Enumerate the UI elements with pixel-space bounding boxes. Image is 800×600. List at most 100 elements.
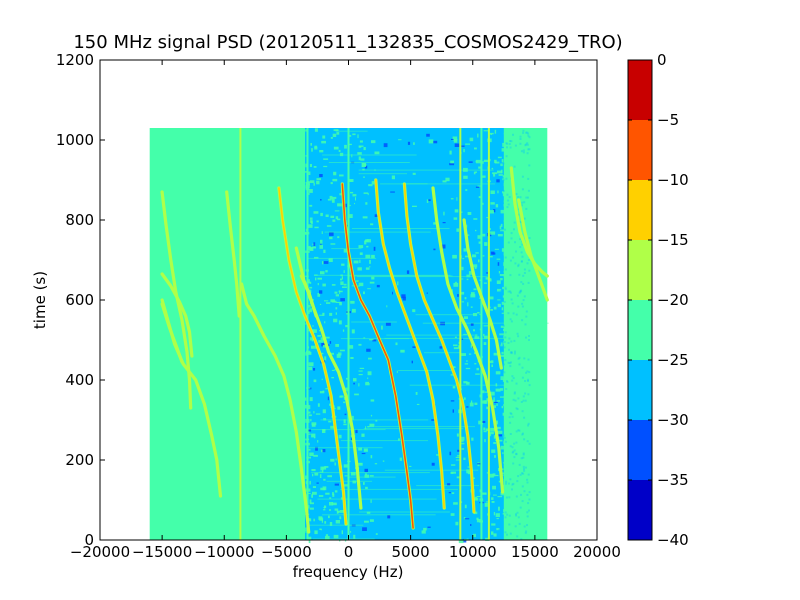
trace-3 bbox=[161, 303, 183, 363]
colorbar-ticks: 0 −5 −10 −15 −20 −25 −30 −35 −40 bbox=[628, 51, 689, 549]
noise-fade-cell bbox=[509, 274, 512, 277]
noise-fade-cell bbox=[522, 274, 525, 277]
noise-fade-cell bbox=[515, 430, 518, 433]
noise-speckle-cell bbox=[477, 185, 482, 187]
noise-speckle-cell bbox=[315, 277, 317, 281]
noise-speckle-cell bbox=[363, 192, 369, 194]
noise-speckle-cell bbox=[330, 458, 335, 462]
noise-speckle-cell bbox=[352, 480, 357, 484]
noise-fade-cell bbox=[520, 150, 523, 153]
noise-speckle-cell bbox=[494, 129, 497, 134]
noise-fade-cell bbox=[503, 300, 506, 303]
noise-speckle-cell bbox=[463, 148, 465, 153]
noise-speckle-cell bbox=[456, 476, 461, 479]
noise-speckle-cell bbox=[503, 270, 509, 273]
noise-fade-cell bbox=[521, 319, 524, 322]
noise-fade-cell bbox=[509, 445, 512, 448]
noise-fade-cell bbox=[523, 272, 526, 274]
noise-speckle-cell bbox=[416, 403, 420, 405]
noise-fade-cell bbox=[519, 506, 522, 509]
noise-fade-cell bbox=[517, 429, 520, 432]
noise-speckle-cell bbox=[492, 399, 495, 404]
noise-fade-cell bbox=[500, 372, 503, 375]
noise-speckle-cell bbox=[334, 210, 340, 212]
noise-fade-cell bbox=[511, 302, 514, 305]
noise-speckle-cell bbox=[309, 337, 314, 341]
noise-speckle-cell bbox=[312, 486, 316, 488]
noise-speckle-cell bbox=[453, 282, 459, 287]
noise-fade-cell bbox=[525, 310, 528, 313]
noise-speckle-cell bbox=[307, 433, 311, 435]
trace-0 bbox=[161, 191, 192, 409]
noise-streak bbox=[313, 274, 451, 276]
noise-fade-cell bbox=[501, 323, 504, 326]
noise-fade-cell bbox=[518, 522, 521, 525]
noise-speckle-cell bbox=[307, 493, 311, 494]
noise-speckle-cell bbox=[480, 233, 486, 237]
noise-speckle-cell bbox=[332, 502, 337, 506]
noise-fade-cell bbox=[522, 131, 525, 134]
noise-fade-cell bbox=[511, 451, 514, 454]
noise-speckle-cell bbox=[471, 292, 475, 296]
noise-fade-cell bbox=[509, 291, 512, 294]
noise-fade-cell bbox=[528, 148, 531, 151]
noise-fade-cell bbox=[505, 155, 508, 158]
noise-fade-cell bbox=[525, 143, 528, 146]
noise-speckle-cell bbox=[308, 189, 313, 193]
noise-speckle-cell bbox=[489, 210, 494, 214]
noise-fade-cell bbox=[514, 144, 517, 147]
noise-speckle-cell bbox=[351, 329, 355, 334]
noise-speckle-cell bbox=[370, 223, 374, 226]
noise-fade-cell bbox=[507, 482, 510, 485]
noise-speckle-cell bbox=[322, 345, 327, 348]
noise-speckle-cell bbox=[407, 141, 411, 145]
noise-speckle-cell bbox=[503, 311, 507, 314]
noise-speckle-cell bbox=[319, 391, 325, 394]
noise-speckle-cell bbox=[503, 133, 506, 135]
colorbar-segment-4 bbox=[628, 240, 652, 300]
noise-fade-cell bbox=[511, 415, 514, 418]
noise-fade-cell bbox=[510, 237, 513, 240]
noise-speckle-cell bbox=[427, 526, 431, 528]
noise-speckle-cell bbox=[483, 427, 486, 431]
noise-speckle-cell bbox=[382, 460, 385, 462]
noise-fade-cell bbox=[526, 152, 529, 155]
noise-speckle-cell bbox=[485, 428, 490, 431]
noise-fade-cell bbox=[517, 475, 520, 478]
noise-fade-cell bbox=[526, 143, 529, 146]
noise-speckle-cell bbox=[362, 163, 364, 167]
noise-speckle-cell bbox=[309, 164, 312, 167]
noise-speckle-cell bbox=[330, 137, 333, 139]
noise-speckle-cell bbox=[373, 246, 376, 251]
noise-fade-cell bbox=[515, 250, 517, 253]
noise-speckle-cell bbox=[503, 478, 505, 481]
noise-speckle-cell bbox=[497, 156, 502, 159]
noise-speckle-cell bbox=[493, 494, 497, 496]
noise-fade-cell bbox=[517, 305, 520, 308]
noise-speckle-cell bbox=[306, 429, 312, 432]
noise-streak bbox=[384, 469, 479, 471]
noise-speckle-cell bbox=[322, 409, 326, 414]
noise-fade-cell bbox=[504, 288, 507, 291]
noise-speckle-cell bbox=[358, 245, 364, 249]
noise-speckle-cell bbox=[383, 143, 388, 148]
noise-speckle-cell bbox=[330, 425, 334, 429]
noise-fade-cell bbox=[523, 357, 526, 360]
noise-speckle-cell bbox=[461, 266, 464, 271]
noise-fade-cell bbox=[515, 193, 518, 196]
noise-fade-cell bbox=[516, 511, 519, 514]
noise-speckle-cell bbox=[467, 212, 472, 215]
noise-fade-cell bbox=[515, 452, 518, 455]
noise-fade-cell bbox=[512, 450, 515, 453]
colorbar-segment-3 bbox=[628, 300, 652, 360]
noise-fade-cell bbox=[517, 397, 520, 400]
noise-speckle-cell bbox=[336, 132, 340, 135]
noise-speckle-cell bbox=[325, 536, 330, 540]
noise-speckle-cell bbox=[466, 360, 468, 362]
noise-speckle-cell bbox=[317, 293, 321, 297]
noise-speckle-cell bbox=[346, 377, 349, 380]
noise-fade-cell bbox=[504, 531, 507, 534]
x-axis-label: frequency (Hz) bbox=[293, 563, 404, 581]
noise-speckle-cell bbox=[369, 266, 371, 268]
noise-speckle-cell bbox=[350, 472, 356, 476]
